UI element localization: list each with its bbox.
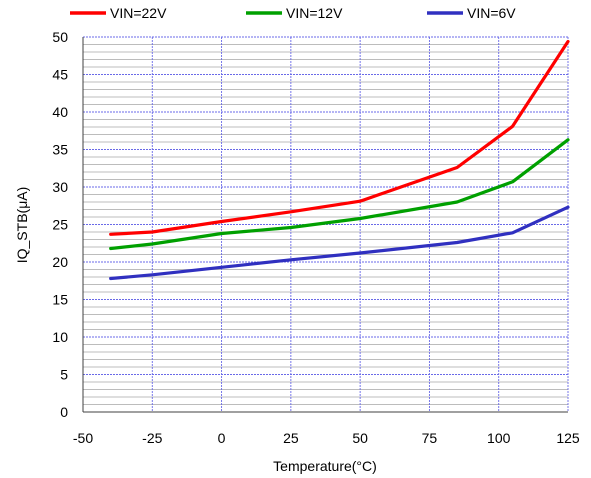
series-line-2 <box>109 138 570 251</box>
x-tick-label: 125 <box>556 430 580 446</box>
axes <box>82 37 568 413</box>
major-grid <box>83 36 569 412</box>
series-layer <box>109 39 570 281</box>
y-tick-label: 50 <box>52 29 68 45</box>
legend-label-2: VIN=12V <box>286 5 343 21</box>
y-tick-label: 30 <box>52 179 68 195</box>
series-line-1 <box>109 39 570 236</box>
x-tick-label: 100 <box>487 430 511 446</box>
y-tick-label: 25 <box>52 217 68 233</box>
series-line-3 <box>109 205 570 281</box>
y-tick-label: 15 <box>52 292 68 308</box>
x-tick-label: 25 <box>283 430 299 446</box>
y-tick-label: 5 <box>60 367 68 383</box>
y-tick-label: 35 <box>52 142 68 158</box>
y-tick-label: 10 <box>52 329 68 345</box>
x-tick-label: 0 <box>218 430 226 446</box>
y-axis-title: IQ_STB(μA) <box>14 187 30 264</box>
legend-label-3: VIN=6V <box>467 5 516 21</box>
x-tick-label: 75 <box>422 430 438 446</box>
y-tick-label: 20 <box>52 254 68 270</box>
y-tick-label: 45 <box>52 67 68 83</box>
minor-grid <box>83 44 568 405</box>
legend-label-1: VIN=22V <box>110 5 167 21</box>
y-tick-label: 0 <box>60 404 68 420</box>
legend: VIN=22V VIN=12V VIN=6V <box>70 5 516 21</box>
tick-labels: 0 5 10 15 20 25 30 35 40 45 50 -50 -25 0 25 50 75 100 125 <box>52 29 579 446</box>
x-tick-label: 50 <box>352 430 368 446</box>
x-axis-title: Temperature(°C) <box>273 458 377 474</box>
x-tick-label: -25 <box>142 430 162 446</box>
x-tick-label: -50 <box>73 430 93 446</box>
y-tick-label: 40 <box>52 104 68 120</box>
